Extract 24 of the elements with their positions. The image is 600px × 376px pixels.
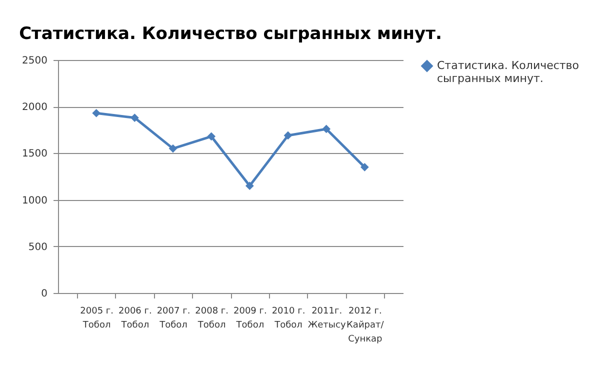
x-tick-label: 2010 г. Тобол xyxy=(272,306,306,330)
y-tick-label: 1000 xyxy=(22,195,48,206)
point xyxy=(284,131,292,140)
x-tick-label: 2012 г. Кайрат/ Сункар xyxy=(346,306,385,344)
point xyxy=(168,144,178,153)
point xyxy=(92,108,101,118)
x-tick-label: 2005 г. Тобол xyxy=(80,306,114,330)
x-tick-label: 2006 г. Тобол xyxy=(118,306,152,330)
y-tick-label: 2500 xyxy=(22,56,48,66)
x-tick-label: 2007 г. Тобол xyxy=(156,306,190,330)
legend-label: Статистика. Количество сыгранных минут. xyxy=(437,59,580,85)
chart-title: Статистика. Количество сыгранных минут. xyxy=(19,24,442,44)
point xyxy=(322,124,331,134)
y-tick-label: 2000 xyxy=(22,102,48,114)
x-tick-label: 2011г. Жетысу xyxy=(308,306,346,330)
x-tick-label: 2008 г. Тобол xyxy=(195,306,229,330)
y-tick-label: 0 xyxy=(41,288,48,300)
point xyxy=(360,162,369,172)
point xyxy=(245,182,254,190)
y-tick-label: 500 xyxy=(28,242,48,253)
point xyxy=(207,132,216,141)
point xyxy=(130,114,139,122)
y-tick-label: 1500 xyxy=(22,148,48,160)
x-tick-label: 2009 г. Тобол xyxy=(233,306,267,330)
